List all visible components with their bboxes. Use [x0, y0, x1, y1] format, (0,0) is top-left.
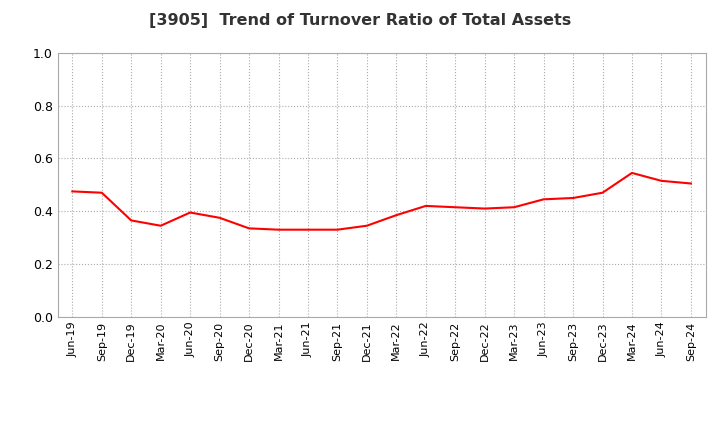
Text: [3905]  Trend of Turnover Ratio of Total Assets: [3905] Trend of Turnover Ratio of Total … [149, 13, 571, 28]
